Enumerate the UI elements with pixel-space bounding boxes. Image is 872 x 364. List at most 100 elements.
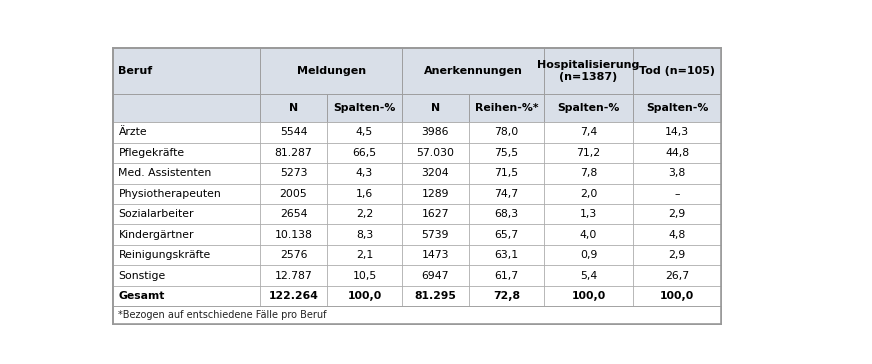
Bar [113, 265, 261, 286]
Text: 1627: 1627 [422, 209, 449, 219]
Text: 5544: 5544 [280, 127, 307, 137]
Text: 7,4: 7,4 [580, 127, 597, 137]
Text: 63,1: 63,1 [494, 250, 519, 260]
Text: Med. Assistenten: Med. Assistenten [119, 168, 212, 178]
Bar [261, 122, 327, 143]
Bar [113, 122, 261, 143]
Bar [402, 245, 468, 265]
Text: Pflegekräfte: Pflegekräfte [119, 148, 185, 158]
Bar [544, 225, 633, 245]
Text: 44,8: 44,8 [665, 148, 689, 158]
Text: 5273: 5273 [280, 168, 307, 178]
Bar [113, 225, 261, 245]
Text: 75,5: 75,5 [494, 148, 519, 158]
Text: 3986: 3986 [422, 127, 449, 137]
Bar [633, 122, 721, 143]
Bar [468, 163, 544, 183]
Bar [633, 94, 721, 122]
Text: (n=1387): (n=1387) [559, 72, 617, 82]
Text: Tod (n=105): Tod (n=105) [639, 66, 715, 76]
Text: 14,3: 14,3 [665, 127, 689, 137]
Bar [544, 183, 633, 204]
Bar [113, 204, 261, 225]
Bar [113, 48, 261, 94]
Bar [468, 122, 544, 143]
Bar [633, 225, 721, 245]
Bar [633, 183, 721, 204]
Text: 122.264: 122.264 [269, 291, 318, 301]
Bar [468, 286, 544, 306]
Bar [327, 122, 402, 143]
Bar [261, 204, 327, 225]
Text: Spalten-%: Spalten-% [646, 103, 708, 113]
Text: –: – [674, 189, 680, 199]
Text: 100,0: 100,0 [571, 291, 606, 301]
Text: 1473: 1473 [422, 250, 449, 260]
Text: 66,5: 66,5 [352, 148, 377, 158]
Bar [402, 122, 468, 143]
Text: Anerkennungen: Anerkennungen [424, 66, 522, 76]
Text: 3,8: 3,8 [668, 168, 685, 178]
Bar [544, 122, 633, 143]
Bar [261, 163, 327, 183]
Bar [402, 225, 468, 245]
Text: 2,9: 2,9 [668, 250, 685, 260]
Text: Beruf: Beruf [119, 66, 153, 76]
Bar [327, 265, 402, 286]
Text: 57.030: 57.030 [417, 148, 454, 158]
Bar [327, 204, 402, 225]
Text: 2,9: 2,9 [668, 209, 685, 219]
Text: 71,5: 71,5 [494, 168, 519, 178]
Text: Spalten-%: Spalten-% [557, 103, 620, 113]
Bar [402, 48, 544, 94]
Bar [261, 225, 327, 245]
Text: 74,7: 74,7 [494, 189, 519, 199]
Text: 1,3: 1,3 [580, 209, 597, 219]
Text: Kindergärtner: Kindergärtner [119, 230, 194, 240]
Text: 4,8: 4,8 [668, 230, 685, 240]
Bar [468, 245, 544, 265]
Text: 2576: 2576 [280, 250, 307, 260]
Text: 4,5: 4,5 [356, 127, 373, 137]
Text: N: N [289, 103, 298, 113]
Bar [113, 143, 261, 163]
Bar [402, 204, 468, 225]
Bar [261, 245, 327, 265]
Bar [327, 163, 402, 183]
Bar [402, 265, 468, 286]
Text: Sozialarbeiter: Sozialarbeiter [119, 209, 194, 219]
Bar [261, 183, 327, 204]
Bar [327, 225, 402, 245]
Bar [113, 286, 261, 306]
Text: Hospitalisierung: Hospitalisierung [537, 60, 640, 70]
Text: 4,0: 4,0 [580, 230, 597, 240]
Text: 3204: 3204 [421, 168, 449, 178]
Text: 7,8: 7,8 [580, 168, 597, 178]
Text: Physiotherapeuten: Physiotherapeuten [119, 189, 221, 199]
Text: 10.138: 10.138 [275, 230, 312, 240]
Bar [327, 286, 402, 306]
Bar [113, 183, 261, 204]
Text: 26,7: 26,7 [665, 270, 689, 281]
Bar [544, 48, 633, 94]
Bar [544, 204, 633, 225]
Text: 1289: 1289 [422, 189, 449, 199]
Bar [402, 143, 468, 163]
Bar [113, 245, 261, 265]
Text: 100,0: 100,0 [660, 291, 694, 301]
Text: N: N [431, 103, 440, 113]
Bar [327, 183, 402, 204]
Bar [261, 94, 327, 122]
Text: Meldungen: Meldungen [296, 66, 366, 76]
Bar [544, 94, 633, 122]
Bar [633, 286, 721, 306]
Text: 12.787: 12.787 [275, 270, 312, 281]
Text: Spalten-%: Spalten-% [333, 103, 396, 113]
Text: 2,0: 2,0 [580, 189, 597, 199]
Bar [633, 48, 721, 94]
Bar [468, 143, 544, 163]
Text: 0,9: 0,9 [580, 250, 597, 260]
Bar [468, 225, 544, 245]
Bar [544, 245, 633, 265]
Bar [468, 94, 544, 122]
